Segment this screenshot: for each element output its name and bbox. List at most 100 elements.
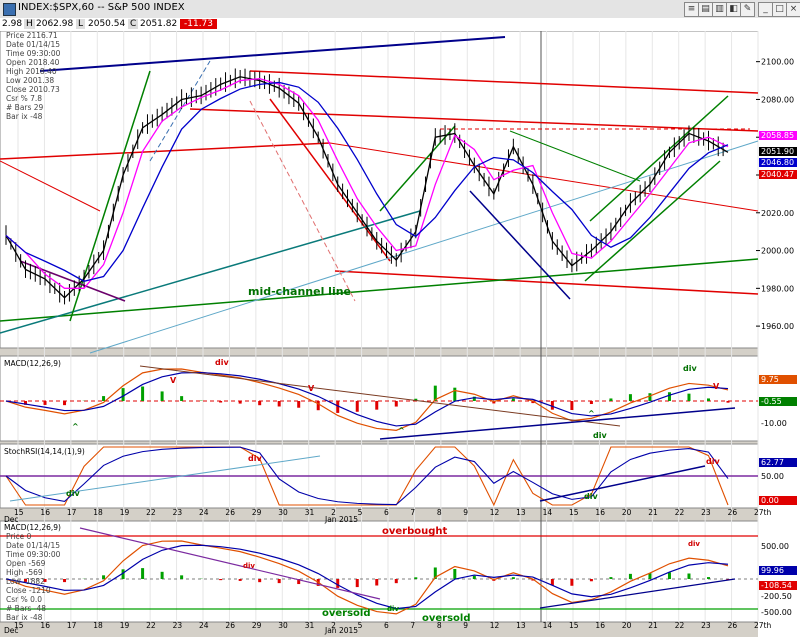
x-tick-label: 21	[648, 508, 658, 517]
toolbar-button-5[interactable]: ✎	[740, 2, 755, 17]
close-icon[interactable]: ×	[786, 2, 800, 17]
macd-signal-tag-text: -0.55	[761, 397, 782, 406]
y-tick: 2100.00	[761, 58, 794, 67]
macd2-info-close: Close -1210	[6, 586, 51, 595]
trendline-red-descending	[329, 142, 759, 212]
x-tick-label-bottom: 22	[675, 621, 685, 630]
ma-magenta	[5, 78, 729, 289]
tag-red	[759, 170, 797, 179]
macd2-info-high: High -569	[6, 568, 43, 577]
minimize-icon[interactable]: _	[758, 2, 773, 17]
toolbar-button-3[interactable]: ▥	[712, 2, 727, 17]
macd2-line	[5, 540, 729, 615]
x-tick-label: 8	[437, 508, 442, 517]
x-tick-label: 23	[701, 508, 711, 517]
x-tick-label: 27th	[754, 508, 771, 517]
y-tick: 1980.00	[761, 284, 794, 293]
macd2-tag-text: 99.96	[761, 566, 784, 575]
macd-tag	[759, 375, 797, 384]
x-tick-label-bottom: 18	[93, 621, 103, 630]
x-tick-label-bottom: 22	[146, 621, 156, 630]
macd2-info-price: Price 0	[6, 532, 32, 541]
x-tick-label-bottom: 24	[199, 621, 209, 630]
stoch-div3: div	[584, 492, 598, 501]
macd-v3: V	[713, 382, 720, 391]
macd-signal	[5, 371, 729, 427]
x-tick-label: 18	[93, 508, 103, 517]
macd-div-line	[139, 365, 621, 427]
trendline-lightblue	[89, 140, 759, 354]
trendline-red-mid	[0, 142, 331, 160]
x-tick-label: 6	[384, 508, 389, 517]
x-tick-label-bottom: 31	[305, 621, 315, 630]
chart-area: 2100.002080.002060.002040.002020.002000.…	[0, 31, 800, 637]
mid-channel-label: mid-channel line	[248, 285, 351, 298]
toolbar-button-2[interactable]: ▤	[698, 2, 713, 17]
macd-a1: ^	[72, 422, 79, 431]
x-tick-label-bottom: 26	[225, 621, 235, 630]
x-month-mid: Jan 2015	[324, 515, 358, 524]
x-tick-label: 12	[490, 508, 500, 517]
trendline-green-flat	[509, 130, 641, 182]
toolbar-button-4[interactable]: ◧	[726, 2, 741, 17]
prev-value: 2.98	[2, 19, 23, 29]
macd-a3: ^	[588, 409, 595, 418]
info-close: Close 2010.73	[6, 85, 60, 94]
x-tick-label-bottom: 15	[569, 621, 579, 630]
info-csr: Csr % 7.8	[6, 94, 42, 103]
x-tick-label-bottom: 8	[437, 621, 442, 630]
x-tick-label-bottom: 21	[648, 621, 658, 630]
trendline-teal	[0, 210, 421, 334]
macd-labels-green: div div ^ ^ ^	[72, 364, 697, 440]
macd2-signal	[5, 544, 729, 610]
maximize-icon[interactable]: □	[772, 2, 787, 17]
macd2-div1: div	[243, 562, 255, 570]
x-tick-label: 9	[463, 508, 468, 517]
stoch-div4: div	[706, 457, 720, 466]
x-tick-label: 22	[146, 508, 156, 517]
y-tick: 2080.00	[761, 95, 794, 104]
change-value: -11.73	[180, 19, 218, 29]
oversold-label-2: oversold	[422, 613, 471, 624]
info-date: Date 01/14/15	[6, 40, 60, 49]
macd2-info-csr: Csr % 0.0	[6, 595, 42, 604]
ma-blue	[5, 81, 729, 282]
main-info-box: Price 2116.71 Date 01/14/15 Time 09:30:0…	[5, 31, 61, 121]
x-tick-label: 31	[305, 508, 315, 517]
stoch-zero-tag	[759, 496, 797, 505]
macd2-div-labels: div div div	[243, 540, 700, 613]
macd-signal-tag	[759, 397, 797, 406]
x-tick-label: 24	[199, 508, 209, 517]
x-month-mid-bottom: Jan 2015	[324, 626, 358, 635]
macd-labels: div V V V	[170, 358, 720, 393]
mid-channel-line	[0, 258, 759, 322]
x-tick-label-bottom: 30	[278, 621, 288, 630]
tag-blue-text: 2046.80	[761, 158, 794, 167]
macd2-info-bars: # Bars -48	[6, 604, 46, 613]
macd-title: MACD(12,26,9)	[4, 359, 61, 368]
x-tick-label-bottom: 20	[622, 621, 632, 630]
quote-bar: 2.98 H 2062.98 L 2050.54 C 2051.82 -11.7…	[0, 18, 800, 32]
x-month-left: Dec	[4, 515, 19, 524]
macd2-info-time: Time 09:30:00	[5, 550, 61, 559]
trendline-red-upper	[189, 108, 759, 132]
trendline-navy-down	[469, 190, 571, 300]
toolbar-button-1[interactable]: ≡	[684, 2, 699, 17]
macd2-labels: overbought oversold oversold	[322, 526, 471, 624]
y-tick: 1960.00	[761, 322, 794, 331]
macd-v1: V	[170, 376, 177, 385]
x-tick-label: 13	[516, 508, 526, 517]
macd2-div-line	[79, 527, 381, 600]
macd2-tag	[759, 566, 797, 575]
x-tick-label-bottom: 23	[173, 621, 183, 630]
macd2-div3: div	[387, 605, 399, 613]
title-bar: INDEX:$SPX,60 -- S&P 500 INDEX ≡ ▤ ▥ ◧ ✎…	[0, 0, 800, 19]
macd2-info-low: Low -1882	[6, 577, 45, 586]
x-tick-label-bottom: 15	[14, 621, 24, 630]
x-tick-label: 22	[675, 508, 685, 517]
x-tick-label-bottom: 29	[252, 621, 262, 630]
tag-last-text: 2051.90	[761, 147, 794, 156]
macd2-div2: div	[688, 540, 700, 548]
tag-last	[759, 147, 797, 156]
x-tick-label: 23	[173, 508, 183, 517]
